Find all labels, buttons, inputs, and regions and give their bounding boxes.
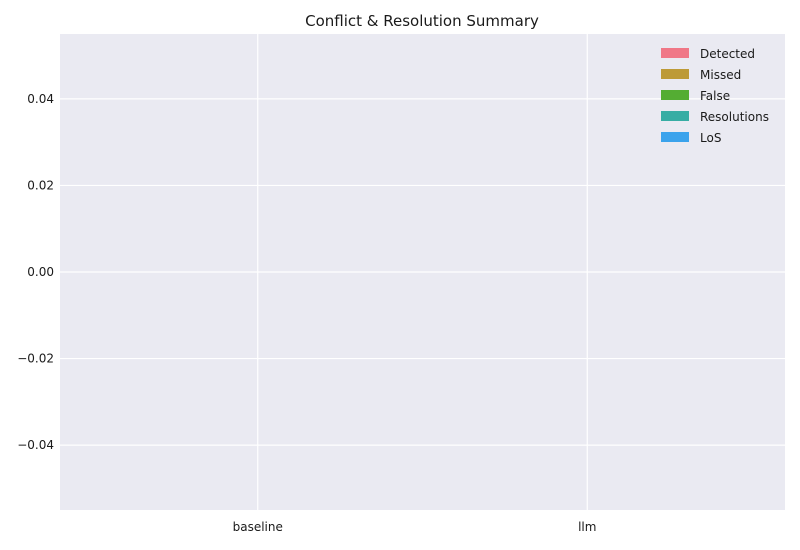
grid-layer	[60, 34, 785, 510]
legend-swatch	[661, 69, 689, 79]
y-tick-label: 0.02	[27, 178, 54, 192]
legend-label: Missed	[700, 68, 741, 82]
legend-swatch	[661, 48, 689, 58]
x-tick-label: baseline	[233, 520, 283, 534]
legend-label: Resolutions	[700, 110, 769, 124]
x-axis: baseline llm	[233, 520, 597, 534]
y-tick-label: −0.04	[17, 438, 54, 452]
legend-label: False	[700, 89, 730, 103]
legend-swatch	[661, 111, 689, 121]
y-tick-label: −0.02	[17, 352, 54, 366]
chart-title: Conflict & Resolution Summary	[305, 12, 539, 30]
x-tick-label: llm	[578, 520, 596, 534]
y-axis: −0.04 −0.02 0.00 0.02 0.04	[17, 92, 54, 452]
y-tick-label: 0.04	[27, 92, 54, 106]
legend-swatch	[661, 90, 689, 100]
legend-label: LoS	[700, 131, 721, 145]
legend-label: Detected	[700, 47, 755, 61]
legend-swatch	[661, 132, 689, 142]
y-tick-label: 0.00	[27, 265, 54, 279]
legend: Detected Missed False Resolutions LoS	[661, 47, 769, 145]
